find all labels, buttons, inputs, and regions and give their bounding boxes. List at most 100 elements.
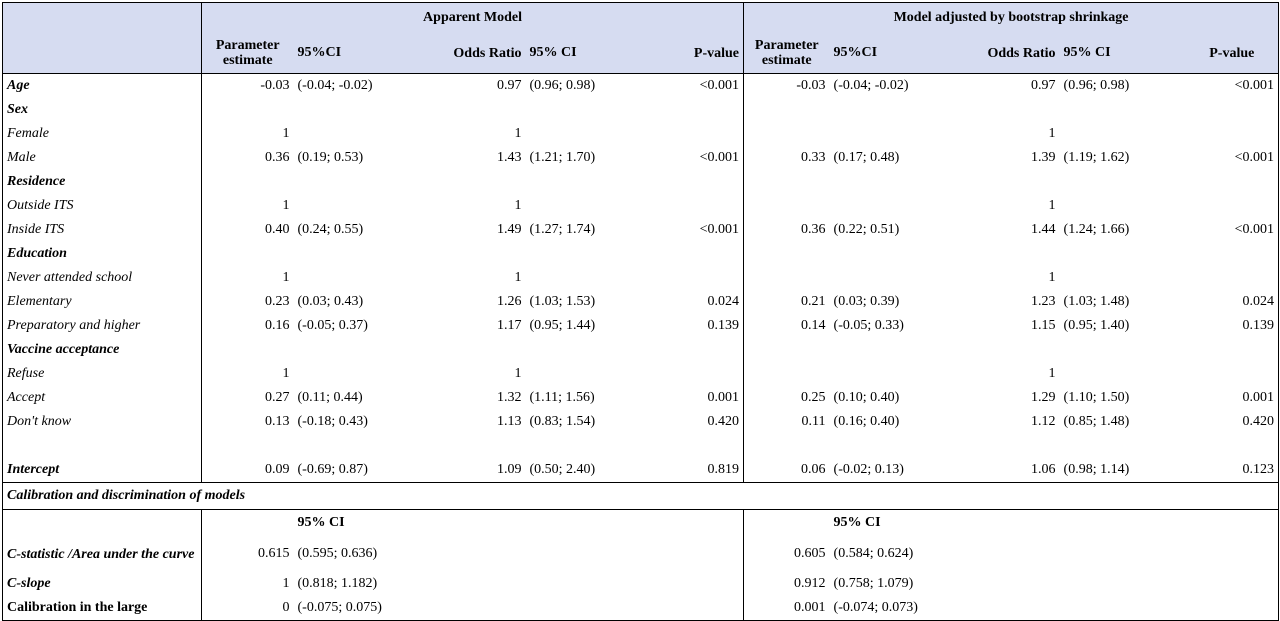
row-label: Age — [2, 73, 202, 98]
apparent-param-ci-cell — [294, 170, 430, 194]
apparent-or-ci-cell — [526, 170, 647, 194]
table-row: Age -0.03 (-0.04; -0.02) 0.97 (0.96; 0.98) <0… — [2, 73, 1279, 98]
row-label: Never attended school — [7, 270, 133, 285]
adjusted-odds-ratio-cell: 1 — [1048, 270, 1056, 285]
apparent-p-value-cell: 0.819 — [707, 462, 740, 477]
adjusted-param-ci-cell: (0.10; 0.40) — [833, 390, 900, 405]
apparent-param-ci-cell — [294, 362, 430, 386]
adjusted-param-estimate-cell: 0.21 — [743, 290, 830, 314]
apparent-or-ci-cell: (0.95; 1.44) — [529, 318, 596, 333]
apparent-param-ci-cell: (-0.04; -0.02) — [293, 73, 430, 98]
apparent-p-value-cell — [647, 170, 744, 194]
apparent-calibration-ci: (0.595; 0.636) — [297, 546, 378, 561]
apparent-orci-header: 95% CI — [529, 45, 577, 60]
table-row — [3, 434, 1279, 458]
adjusted-p-value-cell: <0.001 — [1185, 73, 1279, 98]
adjusted-or-ci-cell — [1060, 98, 1186, 122]
header-group-row: Apparent Model Model adjusted by bootstr… — [2, 2, 1279, 33]
adjusted-orci-header: 95% CI — [1063, 45, 1111, 60]
apparent-or-ci-cell — [526, 242, 647, 266]
adjusted-param-ci-cell — [830, 194, 969, 218]
table-row: Residence — [3, 170, 1279, 194]
adjusted-odds-ratio-cell — [969, 242, 1060, 266]
apparent-param-estimate-cell: -0.03 — [201, 73, 294, 98]
apparent-or-ci-cell — [526, 98, 647, 122]
adjusted-p-value-cell — [1186, 338, 1279, 362]
apparent-param-ci-cell: (-0.69; 0.87) — [297, 462, 368, 477]
adjusted-or-header: Odds Ratio — [987, 45, 1056, 61]
apparent-p-value-cell — [647, 242, 744, 266]
adjusted-param-ci-cell: (-0.04; -0.02) — [829, 73, 969, 98]
apparent-odds-ratio-cell: 1 — [514, 366, 522, 381]
adjusted-calibration-ci: (0.584; 0.624) — [833, 546, 914, 561]
row-label: Outside ITS — [7, 198, 74, 213]
apparent-calibration-ci-header: 95% CI — [293, 509, 744, 536]
adjusted-param-estimate-cell: 0.06 — [743, 458, 830, 483]
apparent-p-value-cell: 0.001 — [707, 390, 740, 405]
adjusted-param-ci-cell — [830, 434, 969, 458]
adjusted-odds-ratio-cell: 1.29 — [1031, 390, 1056, 405]
apparent-or-ci-cell: (1.03; 1.53) — [529, 294, 596, 309]
apparent-param-ci-cell — [294, 434, 430, 458]
adjusted-or-ci-cell — [1060, 338, 1186, 362]
adjusted-ci-header: 95%CI — [833, 45, 878, 60]
apparent-param-estimate-cell: 0.13 — [201, 410, 294, 434]
row-label — [3, 434, 202, 458]
adjusted-or-ci-cell: (0.95; 1.40) — [1063, 318, 1130, 333]
row-label: Male — [7, 150, 36, 165]
apparent-param-estimate-cell: 1 — [201, 122, 294, 146]
table-row: Female 1 1 1 — [3, 122, 1279, 146]
apparent-odds-ratio-cell: 1.49 — [497, 222, 522, 237]
apparent-odds-ratio-cell: 1 — [514, 126, 522, 141]
adjusted-param-estimate-cell — [743, 194, 830, 218]
apparent-param-estimate-cell: 0.09 — [201, 458, 294, 483]
adjusted-calibration-ci: (-0.074; 0.073) — [833, 600, 918, 615]
apparent-param-estimate-cell — [201, 170, 294, 194]
empty-cell — [743, 509, 830, 536]
apparent-or-ci-cell: (0.83; 1.54) — [529, 414, 596, 429]
apparent-param-estimate-cell: 1 — [201, 194, 294, 218]
adjusted-param-estimate-cell — [743, 362, 830, 386]
adjusted-p-value-cell — [1186, 170, 1279, 194]
apparent-odds-ratio-cell: 1.09 — [497, 462, 522, 477]
apparent-p-value-cell — [647, 362, 744, 386]
apparent-param-estimate-cell: 0.40 — [201, 218, 294, 242]
apparent-or-ci-cell: (0.96; 0.98) — [525, 73, 647, 98]
apparent-param-estimate-cell: 0.36 — [201, 146, 294, 170]
adjusted-or-ci-cell — [1060, 362, 1186, 386]
apparent-param-estimate-cell — [201, 242, 294, 266]
adjusted-param-ci-cell — [830, 122, 969, 146]
adjusted-param-estimate-cell: 0.36 — [743, 218, 830, 242]
adjusted-param-estimate-cell — [743, 338, 830, 362]
adjusted-p-value-cell: 0.001 — [1242, 390, 1275, 405]
adjusted-param-ci-cell — [830, 242, 969, 266]
apparent-param-ci-cell: (0.19; 0.53) — [297, 150, 364, 165]
row-label: Inside ITS — [7, 222, 65, 237]
adjusted-param-estimate-cell: 0.33 — [743, 146, 830, 170]
adjusted-or-ci-cell: (0.98; 1.14) — [1063, 462, 1130, 477]
apparent-p-value-cell: <0.001 — [699, 150, 740, 165]
calibration-row-label: C-slope — [7, 576, 51, 591]
apparent-param-ci-cell: (0.03; 0.43) — [297, 294, 364, 309]
calibration-row: C-statistic /Area under the curve 0.615 (0… — [3, 536, 1279, 572]
apparent-odds-ratio-cell: 1.26 — [497, 294, 522, 309]
apparent-or-ci-cell — [526, 362, 647, 386]
apparent-param-ci-cell — [294, 266, 430, 290]
adjusted-p-value-cell — [1186, 122, 1279, 146]
table-row: Education — [3, 242, 1279, 266]
adjusted-param-estimate-cell — [743, 170, 830, 194]
adjusted-or-ci-cell: (0.96; 0.98) — [1059, 73, 1186, 98]
adjusted-param-ci-cell: (0.22; 0.51) — [833, 222, 900, 237]
apparent-param-estimate-cell: 0.23 — [201, 290, 294, 314]
apparent-calibration-value: 1 — [201, 572, 294, 596]
apparent-param-estimate-cell — [201, 338, 294, 362]
apparent-or-ci-cell — [526, 338, 647, 362]
adjusted-param-estimate-cell — [743, 266, 830, 290]
adjusted-param-estimate-cell — [743, 434, 830, 458]
calibration-ci-header-row: 95% CI 95% CI — [2, 509, 1279, 536]
adjusted-p-value-cell: 0.024 — [1242, 294, 1275, 309]
apparent-calibration-value: 0.615 — [201, 536, 294, 572]
adjusted-param-ci-cell — [830, 98, 969, 122]
table-row: Outside ITS 1 1 1 — [3, 194, 1279, 218]
